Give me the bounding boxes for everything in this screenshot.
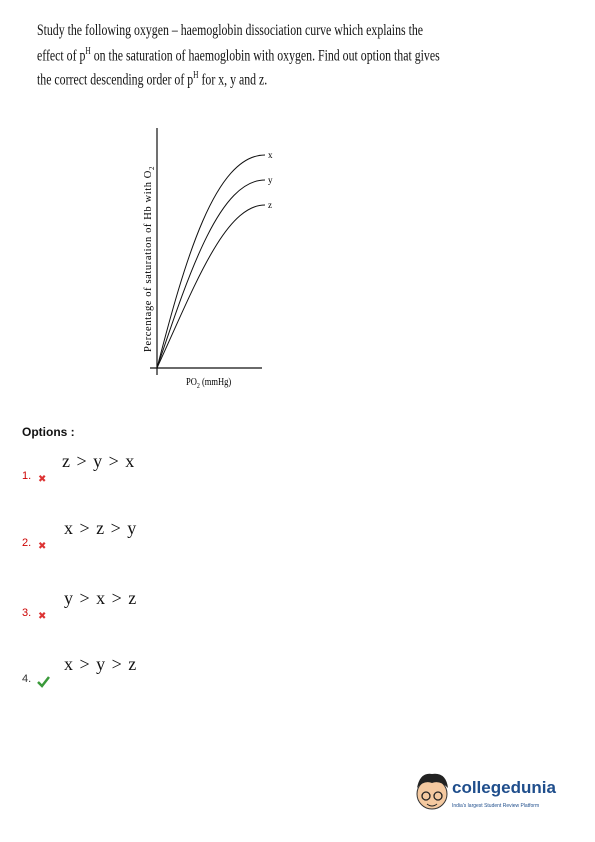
question-line: effect of pH on the saturation of haemog… [37, 46, 440, 65]
x-label-unit: (mmHg) [200, 377, 231, 388]
logo-name: collegedunia [452, 778, 556, 797]
question-text: the correct descending order of p [37, 71, 194, 89]
option-number: 1. [22, 470, 32, 482]
y-axis-label: Percentage of saturation of Hb with O2 [143, 166, 156, 352]
question-text: on the saturation of haemoglobin with ox… [90, 47, 440, 65]
curve-y [156, 179, 266, 369]
curve-label: z [268, 200, 272, 210]
x-label-sub: 2 [197, 383, 200, 391]
curve-z [156, 204, 266, 369]
option-number: 2. [22, 537, 32, 549]
x-axis-label: PO2 (mmHg) [186, 377, 231, 390]
option-text: x > y > z [64, 654, 138, 674]
cross-icon: ✖ [38, 611, 46, 622]
options-heading: Options : [22, 425, 75, 439]
y-label-text: Percentage of saturation of Hb with O [143, 170, 154, 352]
question-line: the correct descending order of pH for x… [37, 70, 267, 89]
question-text: for x, y and z. [198, 71, 268, 89]
question-text: effect of p [37, 47, 86, 65]
check-icon [37, 676, 50, 688]
logo: collegedunia India's largest Student Rev… [416, 773, 556, 810]
y-label-sub: 2 [148, 166, 156, 170]
curve-x [156, 154, 266, 369]
question-text: Study the following oxygen – haemoglobin… [37, 22, 424, 39]
question-line: Study the following oxygen – haemoglobin… [37, 22, 423, 40]
option-number: 3. [22, 607, 32, 619]
curve-label: y [268, 175, 273, 185]
cross-icon: ✖ [38, 541, 46, 552]
option-text: x > z > y [64, 518, 138, 538]
option-number: 4. [22, 673, 32, 685]
logo-tagline: India's largest Student Review Platform [452, 803, 539, 809]
curve-label: x [268, 150, 273, 160]
x-label-text: PO [186, 377, 197, 388]
option-text: y > x > z [64, 588, 138, 608]
option-text: z > y > x [62, 451, 136, 471]
cross-icon: ✖ [38, 474, 46, 485]
superscript: H [193, 70, 199, 81]
superscript: H [85, 46, 91, 57]
